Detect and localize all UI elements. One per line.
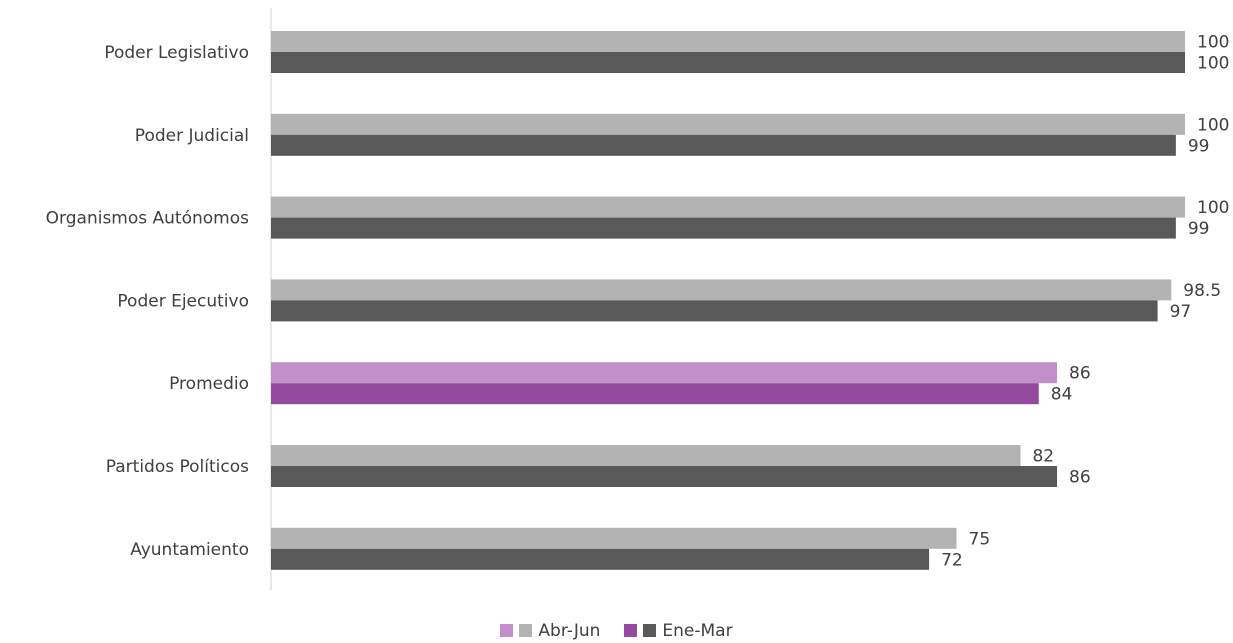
bar-abr-jun-poder-legislativo bbox=[271, 31, 1185, 52]
bar-abr-jun-poder-judicial bbox=[271, 113, 1185, 135]
value-label-ene-mar-poder-legislativo: 100 bbox=[1197, 54, 1229, 74]
legend-swatch-highlight-abr-jun bbox=[500, 624, 514, 637]
value-label-ene-mar-poder-judicial: 99 bbox=[1188, 136, 1210, 156]
value-label-abr-jun-poder-legislativo: 100 bbox=[1197, 33, 1229, 53]
bar-abr-jun-promedio bbox=[271, 362, 1058, 384]
category-label-poder-judicial: Poder Judicial bbox=[135, 126, 249, 146]
bar-ene-mar-ayuntamiento bbox=[271, 548, 930, 570]
category-labels: Poder Legislativo Poder Judicial Organismo… bbox=[46, 43, 249, 560]
value-label-abr-jun-organismos-autonomos: 100 bbox=[1197, 198, 1229, 218]
value-label-ene-mar-ayuntamiento: 72 bbox=[941, 550, 963, 570]
value-label-abr-jun-partidos-politicos: 82 bbox=[1032, 447, 1054, 467]
legend-item-ene-mar: Ene-Mar bbox=[624, 620, 733, 641]
category-label-partidos-politicos: Partidos Políticos bbox=[106, 457, 249, 477]
bar-ene-mar-partidos-politicos bbox=[271, 466, 1058, 487]
value-label-abr-jun-poder-judicial: 100 bbox=[1197, 115, 1229, 135]
category-label-organismos-autonomos: Organismos Autónomos bbox=[46, 209, 249, 229]
value-label-abr-jun-ayuntamiento: 75 bbox=[969, 529, 991, 549]
legend-label-ene-mar: Ene-Mar bbox=[662, 620, 733, 641]
value-label-ene-mar-poder-ejecutivo: 97 bbox=[1170, 302, 1192, 322]
category-label-poder-legislativo: Poder Legislativo bbox=[104, 43, 249, 63]
value-label-abr-jun-poder-ejecutivo: 98.5 bbox=[1183, 281, 1221, 301]
value-label-ene-mar-organismos-autonomos: 99 bbox=[1188, 219, 1210, 239]
value-label-abr-jun-promedio: 86 bbox=[1069, 364, 1091, 384]
bar-ene-mar-organismos-autonomos bbox=[271, 217, 1176, 239]
value-label-ene-mar-promedio: 84 bbox=[1051, 385, 1073, 405]
value-label-ene-mar-partidos-politicos: 86 bbox=[1069, 468, 1091, 488]
bar-abr-jun-partidos-politicos bbox=[271, 445, 1021, 466]
bar-abr-jun-ayuntamiento bbox=[271, 527, 957, 549]
bars bbox=[271, 31, 1185, 570]
bar-chart: Poder Legislativo Poder Judicial Organismo… bbox=[46, 8, 1229, 590]
category-label-promedio: Promedio bbox=[169, 374, 249, 394]
bar-abr-jun-poder-ejecutivo bbox=[271, 279, 1172, 301]
bar-abr-jun-organismos-autonomos bbox=[271, 196, 1185, 218]
legend-swatch-highlight-ene-mar bbox=[624, 624, 638, 637]
category-label-ayuntamiento: Ayuntamiento bbox=[130, 540, 249, 560]
bar-ene-mar-promedio bbox=[271, 383, 1039, 405]
legend: Abr-Jun Ene-Mar bbox=[0, 618, 1233, 643]
legend-item-abr-jun: Abr-Jun bbox=[500, 621, 600, 641]
legend-label-abr-jun: Abr-Jun bbox=[538, 620, 601, 641]
category-label-poder-ejecutivo: Poder Ejecutivo bbox=[117, 291, 249, 311]
bar-ene-mar-poder-legislativo bbox=[271, 52, 1185, 73]
bar-ene-mar-poder-judicial bbox=[271, 134, 1176, 156]
legend-swatch-ene-mar bbox=[643, 624, 657, 637]
bar-ene-mar-poder-ejecutivo bbox=[271, 300, 1158, 322]
legend-swatch-abr-jun bbox=[519, 624, 533, 637]
